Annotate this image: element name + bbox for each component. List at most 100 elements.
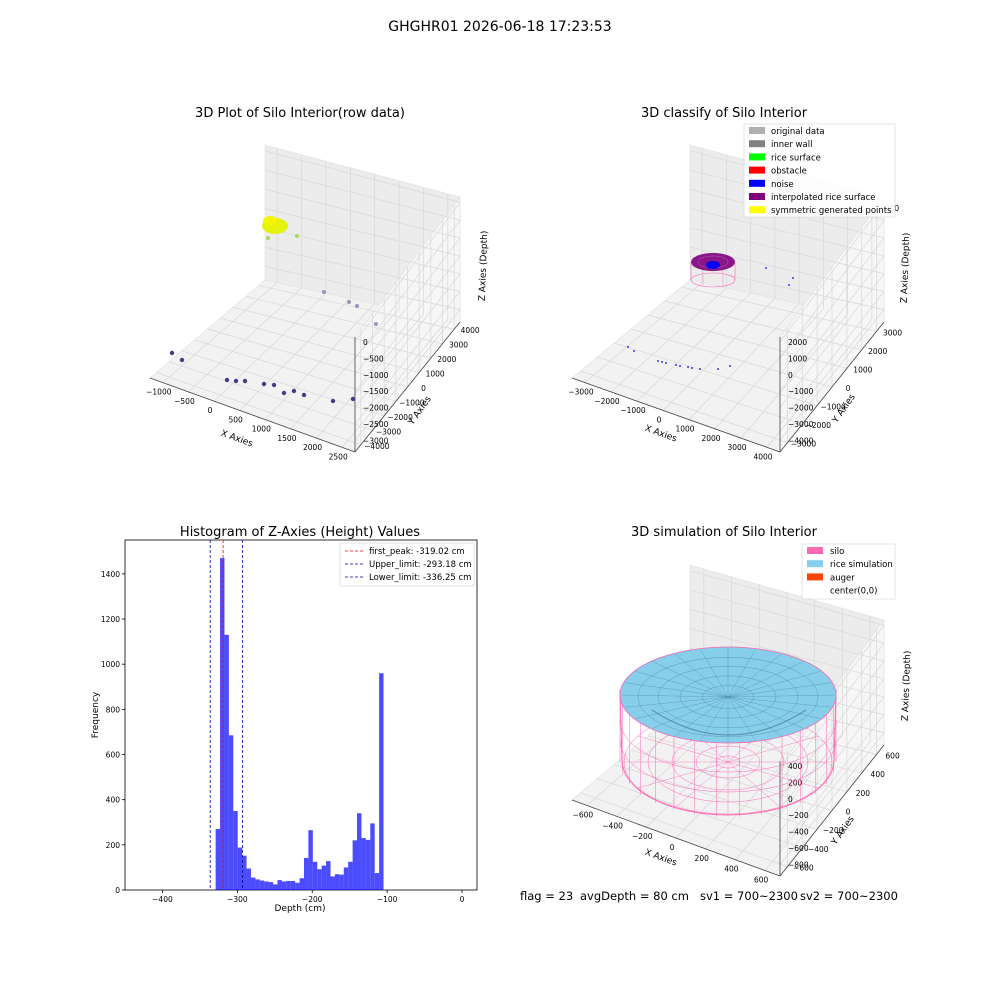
y-tick-label: 600: [885, 751, 900, 760]
panel1-xlabel: X Axies: [219, 429, 254, 450]
grid-line: [689, 227, 885, 408]
y-tick-label: −400: [808, 845, 829, 854]
surface-mesh-spoke: [636, 671, 729, 698]
grid-line: [264, 208, 461, 392]
histogram-bar: [303, 857, 309, 890]
x-tick-label: 4000: [753, 452, 772, 461]
legend-label: obstacle: [771, 167, 807, 177]
y-tick-label: 0: [115, 886, 120, 895]
grid-line: [264, 189, 461, 375]
x-tick-label: −1000: [620, 406, 646, 415]
legend-label: silo: [830, 547, 844, 557]
surface-mesh-spoke: [727, 696, 831, 708]
histogram-bar: [308, 830, 313, 890]
x-axis-line: [149, 377, 356, 453]
surface-mesh-spoke: [727, 696, 782, 736]
surface-mesh-spoke: [625, 682, 729, 698]
histogram-bar: [299, 878, 304, 890]
legend-swatch: [807, 547, 823, 554]
data-point: [301, 392, 307, 398]
histogram-bar: [295, 882, 300, 890]
histogram-bar: [361, 838, 366, 890]
panel4-silo-wireframe: [619, 646, 837, 817]
z-tick-label: 200: [788, 778, 803, 787]
y-tick-label: −1000: [820, 403, 846, 412]
histogram-bar: [228, 735, 234, 890]
noise-point: [657, 360, 659, 362]
footer-sv2: sv2 = 700~2300: [800, 889, 898, 903]
legend-frame: [339, 542, 475, 587]
legend-swatch: [749, 140, 765, 148]
rice-surface-cluster: [263, 216, 277, 226]
z-tick-label: −1500: [363, 387, 389, 396]
surface-mesh-spoke: [700, 649, 729, 698]
data-point: [347, 300, 351, 304]
silo-floor-spoke: [727, 735, 819, 763]
z-tick-label: 2000: [788, 338, 807, 347]
legend-label: symmetric generated points: [771, 206, 892, 216]
surface-mesh-spoke: [727, 682, 831, 698]
y-tick-label: −3000: [376, 427, 402, 436]
x-tick-label: 2000: [701, 434, 720, 443]
noise-point: [627, 346, 629, 348]
data-point: [295, 234, 299, 238]
y-tick-label: 3000: [883, 328, 902, 337]
z-tick-label: −1000: [363, 371, 389, 380]
y-tick-label: 600: [106, 751, 121, 760]
surface-mesh-spoke: [621, 694, 729, 698]
grid-line: [580, 370, 788, 444]
surface-shadow: [651, 709, 807, 736]
z-tick-label: 400: [788, 762, 803, 771]
y-tick-label: 800: [106, 705, 121, 714]
data-point: [291, 388, 297, 394]
legend-swatch: [749, 166, 765, 174]
legend-swatch: [749, 153, 765, 161]
footer-flag: flag = 23: [520, 889, 573, 903]
y-tick-label: −1000: [399, 398, 425, 407]
histogram-bar: [326, 861, 331, 890]
histogram-bar: [330, 876, 335, 890]
surface-mesh-spoke: [727, 661, 804, 698]
grid-line: [647, 314, 847, 369]
noise-point: [792, 277, 794, 279]
y-tick-label: −600: [793, 864, 814, 873]
y-tick-label: −3000: [791, 440, 817, 449]
grid-line: [689, 246, 885, 425]
x-axis-line: [571, 799, 781, 877]
z-tick-label: −2000: [788, 404, 814, 413]
y-tick-label: 2000: [437, 355, 456, 364]
panel-3d-classify: 3D classify of Silo Interior −3000−2000−…: [568, 106, 912, 461]
grid-line: [681, 286, 877, 332]
noise-point: [729, 365, 731, 367]
grid-line: [264, 266, 461, 441]
y-tick-label: 0: [846, 384, 851, 393]
histogram-bar: [374, 873, 380, 890]
noise-point: [699, 368, 701, 370]
x-tick-label: 500: [229, 415, 244, 424]
x-tick-label: −3000: [568, 388, 594, 397]
legend-label: inner wall: [771, 140, 812, 150]
legend-label: auger: [830, 573, 855, 583]
histogram-bar: [370, 823, 375, 890]
data-point: [224, 377, 230, 383]
x-tick-label: −600: [573, 810, 594, 819]
panel2-legend: original data inner wall rice surface obsta…: [743, 123, 896, 218]
z-tick-label: −4000: [788, 437, 814, 446]
histogram-bar: [317, 869, 322, 890]
panel3-title: Histogram of Z-Axies (Height) Values: [180, 525, 420, 540]
z-tick-label: −500: [363, 354, 384, 363]
x-tick-label: 1500: [277, 434, 296, 443]
histogram-bar: [348, 861, 353, 890]
legend-swatch: [749, 179, 765, 187]
noise-point: [691, 367, 693, 369]
data-point: [281, 390, 287, 396]
z-tick-label: −2500: [363, 420, 389, 429]
z-tick-label: −600: [788, 844, 809, 853]
data-point: [266, 236, 270, 240]
z-tick-label: −800: [788, 861, 809, 870]
histogram-axes-frame: [124, 539, 478, 891]
histogram-bar: [312, 861, 318, 890]
y-tick-label: 1000: [853, 365, 872, 374]
data-point: [330, 398, 336, 404]
